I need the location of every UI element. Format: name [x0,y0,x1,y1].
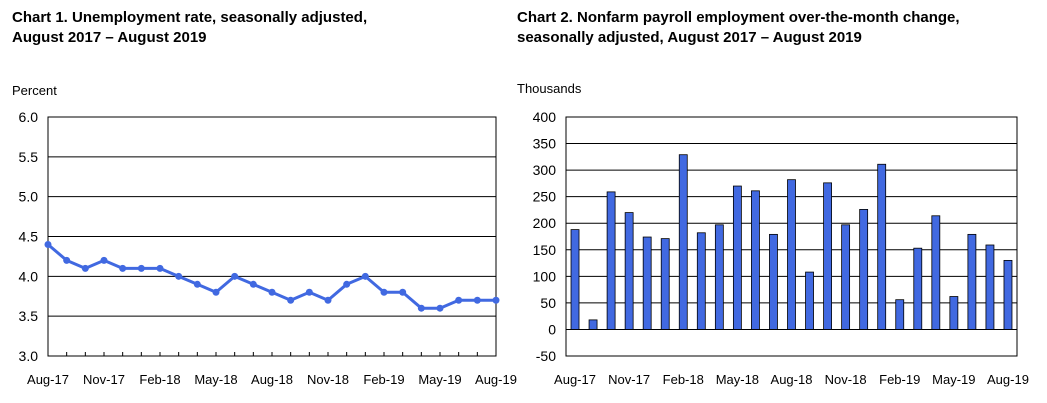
x-tick-label: Aug-19 [987,372,1029,387]
x-tick-label: Nov-17 [608,372,650,387]
data-point [305,288,313,296]
y-tick-label: 3.5 [19,308,39,324]
data-point [268,288,276,296]
unemployment-line-chart: 6.0 5.5 5.0 4.5 4.0 3.5 3.0 Aug-17 Nov-17 Feb-18 M… [19,109,517,387]
y-tick-label: 350 [533,136,557,152]
data-bar [570,229,580,330]
data-point [287,296,295,304]
x-tick-label: Feb-18 [139,372,180,387]
y-tick-label: 5.5 [19,149,39,165]
data-point [81,264,89,272]
data-point [249,280,257,288]
data-point [100,256,108,264]
payroll-bar-chart: 400 350 300 250 200 150 100 50 0 -50 Aug-17 Nov-17 F… [533,109,1029,387]
y-tick-label: 300 [533,162,557,178]
data-point [436,304,444,312]
x-tick-label: May-19 [932,372,975,387]
data-bar [877,163,887,330]
y-tick-label: 100 [533,268,557,284]
data-bar [660,238,670,330]
data-point [212,288,220,296]
data-bar [732,185,742,330]
data-bar [913,247,923,330]
y-tick-label: 250 [533,189,557,205]
x-tick-label: Aug-17 [27,372,69,387]
plot-frame [565,116,1018,357]
data-point [193,280,201,288]
data-bar [985,244,995,330]
y-tick-label: 4.5 [19,229,39,245]
data-point [231,272,239,280]
y-axis-label: Thousands [517,81,582,96]
chart-title: Chart 1. Unemployment rate, seasonally a… [12,9,368,46]
data-bar [642,236,652,330]
data-bar [823,182,832,330]
data-point [175,272,183,280]
y-tick-label: 50 [540,295,556,311]
x-tick-label: May-18 [716,372,759,387]
y-tick-label: 6.0 [19,109,39,125]
data-bar [714,224,724,330]
y-tick-label: -50 [536,348,556,364]
x-tick-label: Feb-18 [663,372,704,387]
x-tick-label: May-19 [418,372,461,387]
data-bar [841,224,851,330]
data-point [380,288,388,296]
x-tick-label: Nov-18 [307,372,349,387]
data-bar [588,319,598,330]
data-bar [606,191,616,330]
data-point [44,240,52,248]
data-bar [751,190,760,330]
data-point [455,296,463,304]
x-tick-label: Aug-19 [475,372,517,387]
data-bar [967,233,977,330]
data-point [492,296,500,304]
y-tick-label: 5.0 [19,189,39,205]
y-tick-label: 200 [533,215,557,231]
data-point [361,272,369,280]
data-bar [895,299,905,330]
y-tick-label: 150 [533,242,557,258]
data-point [119,264,127,272]
data-bar [696,232,706,330]
y-tick-label: 3.0 [19,348,39,364]
data-bar [931,215,941,330]
x-tick-label: Nov-18 [825,372,867,387]
y-tick-label: 4.0 [19,268,39,284]
x-tick-label: Nov-17 [83,372,125,387]
x-tick-label: Aug-18 [251,372,293,387]
data-bar [624,212,634,330]
data-point [324,296,332,304]
y-tick-label: 400 [533,109,557,125]
chart-title: Chart 2. Nonfarm payroll employment over… [517,9,960,46]
x-tick-label: Feb-19 [363,372,404,387]
x-tick-label: Feb-19 [879,372,920,387]
y-tick-label: 0 [548,321,556,337]
data-bar [787,179,796,330]
unemployment-chart-panel: Chart 1. Unemployment rate, seasonally a… [0,0,520,403]
data-point [137,264,145,272]
x-tick-label: Aug-17 [554,372,596,387]
x-tick-label: Aug-18 [771,372,813,387]
data-point [63,256,71,264]
y-axis-label: Percent [12,83,57,98]
data-bar [1003,259,1013,330]
data-bar [949,296,959,330]
x-tick-label: May-18 [194,372,237,387]
data-point [473,296,481,304]
data-bar [769,233,778,330]
data-bar [805,271,814,330]
data-point [343,280,351,288]
data-point [399,288,407,296]
payroll-chart-panel: Chart 2. Nonfarm payroll employment over… [515,0,1047,403]
data-point [156,264,164,272]
data-point [417,304,425,312]
data-bar [678,154,688,330]
data-bar [859,209,869,330]
